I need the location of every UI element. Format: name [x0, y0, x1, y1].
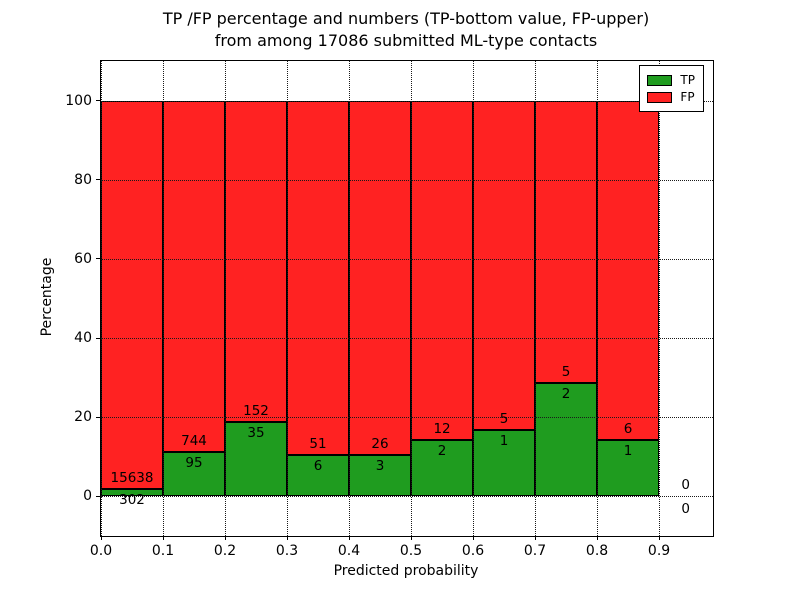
fp-bar — [163, 100, 225, 452]
tp-bar — [535, 383, 598, 497]
tp-bar — [163, 451, 225, 497]
tp-count-label: 3 — [375, 458, 385, 475]
chart-title-line1: TP /FP percentage and numbers (TP-bottom… — [162, 9, 650, 28]
y-tick-mark — [96, 416, 100, 418]
x-gridline — [597, 61, 599, 536]
x-gridline — [163, 61, 164, 536]
x-tick-label: 0.9 — [647, 543, 671, 559]
fp-count-label: 0 — [681, 477, 690, 494]
y-gridline — [101, 100, 713, 102]
x-tick-mark — [410, 536, 412, 540]
legend: TP FP — [639, 65, 704, 112]
x-tick-label: 0.2 — [213, 543, 237, 559]
tp-bar — [597, 439, 660, 497]
x-tick-mark — [658, 536, 660, 540]
y-tick-mark — [96, 337, 100, 339]
fp-count-label: 5 — [499, 411, 509, 428]
tp-count-label: 35 — [247, 425, 265, 442]
tp-count-label: 1 — [499, 433, 509, 450]
y-gridline — [101, 179, 713, 181]
tp-count-label: 1 — [623, 442, 633, 459]
x-tick-label: 0.7 — [523, 543, 547, 559]
y-gridline — [101, 338, 713, 340]
x-tick-mark — [596, 536, 598, 540]
tp-bar — [473, 430, 536, 497]
y-tick-mark — [96, 100, 100, 102]
y-gridline — [101, 417, 713, 419]
tp-legend-swatch — [647, 74, 673, 86]
fp-bar — [597, 100, 660, 440]
x-tick-label: 0.0 — [89, 543, 113, 559]
x-tick-label: 0.8 — [585, 543, 609, 559]
x-tick-mark — [348, 536, 350, 540]
y-tick-label: 20 — [74, 409, 92, 426]
y-gridline — [101, 258, 713, 260]
fp-count-label: 12 — [433, 420, 451, 437]
fp-count-label: 5 — [561, 364, 571, 381]
y-tick-label: 0 — [83, 488, 92, 505]
x-gridline — [411, 61, 413, 536]
x-gridline — [101, 61, 102, 536]
fp-bar — [473, 100, 536, 431]
legend-item-fp: FP — [647, 90, 695, 104]
tp-count-label: 2 — [561, 386, 571, 403]
fp-count-label: 152 — [243, 403, 269, 420]
fp-bar — [349, 100, 412, 456]
x-tick-mark — [472, 536, 474, 540]
y-tick-label: 40 — [74, 330, 92, 347]
y-tick-label: 60 — [74, 250, 92, 267]
tp-count-label: 2 — [437, 442, 447, 459]
x-tick-label: 0.3 — [275, 543, 299, 559]
x-axis-label: Predicted probability — [333, 563, 479, 579]
x-tick-mark — [224, 536, 226, 540]
tp-legend-label: TP — [680, 73, 695, 87]
fp-bar — [535, 100, 598, 384]
x-tick-mark — [162, 536, 164, 540]
x-tick-mark — [286, 536, 288, 540]
x-gridline — [659, 61, 661, 536]
x-tick-mark — [100, 536, 102, 540]
tp-count-label: 6 — [313, 457, 323, 474]
y-tick-label: 100 — [65, 92, 92, 109]
y-tick-label: 80 — [74, 171, 92, 188]
tp-count-label: 95 — [185, 454, 203, 471]
y-tick-mark — [96, 258, 100, 260]
x-tick-label: 0.6 — [461, 543, 485, 559]
y-gridline — [101, 496, 713, 498]
fp-legend-swatch — [647, 91, 673, 103]
tp-bar — [349, 455, 412, 497]
legend-item-tp: TP — [647, 73, 695, 87]
fp-count-label: 26 — [371, 436, 389, 453]
x-gridline — [473, 61, 475, 536]
fp-bar — [225, 100, 287, 423]
x-tick-label: 0.5 — [399, 543, 423, 559]
fp-bar — [411, 100, 474, 440]
fp-count-label: 15638 — [110, 469, 154, 486]
x-tick-label: 0.1 — [151, 543, 175, 559]
y-axis-label: Percentage — [39, 257, 55, 337]
y-tick-mark — [96, 495, 100, 497]
fp-bar — [287, 100, 350, 455]
x-gridline — [287, 61, 289, 536]
x-tick-mark — [534, 536, 536, 540]
fp-bar — [101, 100, 163, 489]
fp-count-label: 51 — [309, 435, 327, 452]
y-tick-mark — [96, 179, 100, 181]
x-gridline — [535, 61, 537, 536]
fp-count-label: 744 — [181, 432, 207, 449]
tp-bar — [287, 454, 350, 497]
fp-legend-label: FP — [680, 90, 695, 104]
x-gridline — [225, 61, 226, 536]
tp-count-label: 302 — [119, 491, 145, 508]
x-gridline — [349, 61, 351, 536]
tp-count-label: 0 — [681, 501, 690, 518]
chart-title-line2: from among 17086 submitted ML-type conta… — [214, 31, 598, 51]
x-tick-label: 0.4 — [337, 543, 361, 559]
plot-area: TP FP 15638 302 744 95 152 35 51 6 26 3 12 2 5 1 5 2 6 1 0… — [65, 60, 714, 559]
chart-title: TP /FP percentage and numbers (TP-bottom… — [100, 8, 712, 53]
fp-count-label: 6 — [623, 420, 633, 437]
